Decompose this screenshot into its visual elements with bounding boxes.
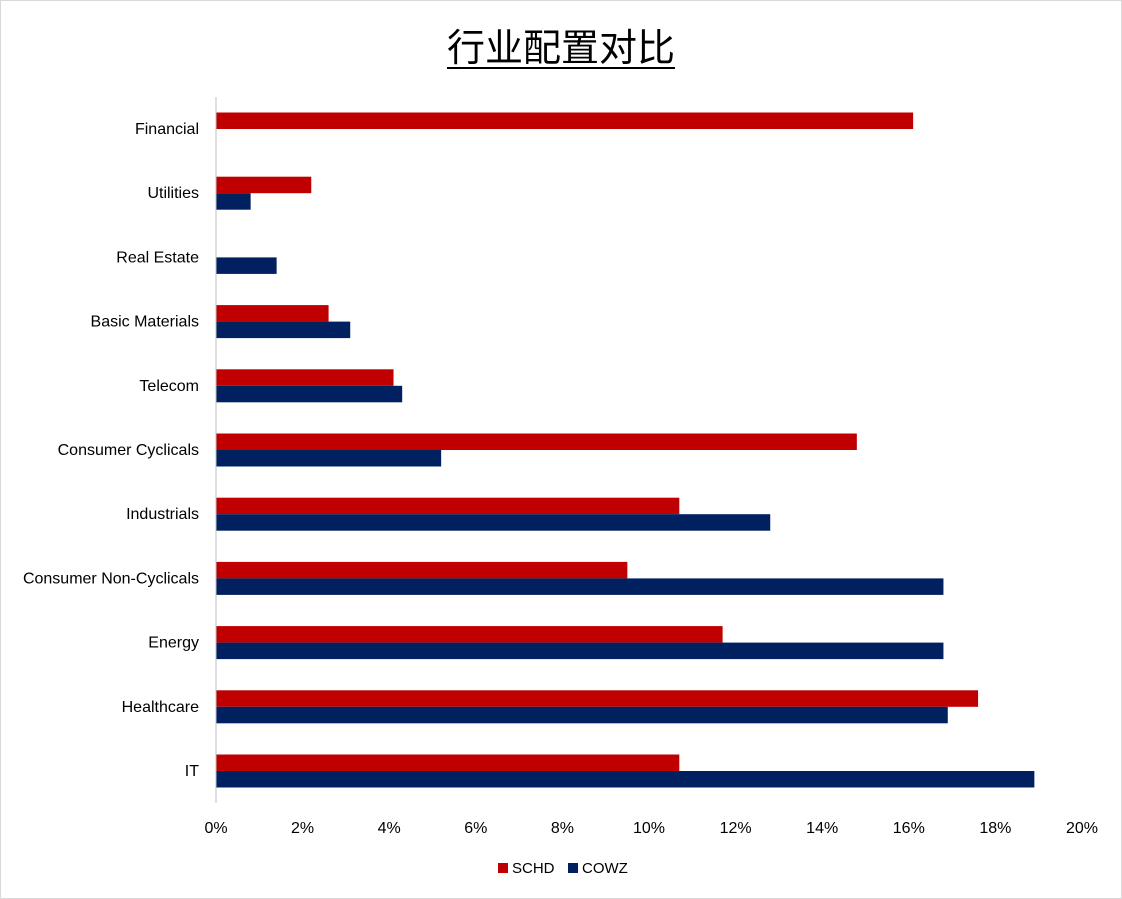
legend-swatch-schd [498,863,508,873]
category-label: Industrials [126,506,199,523]
bar-cowz-4 [216,385,403,403]
bar-cowz-10 [216,771,1035,788]
bar-schd-1 [216,176,312,194]
category-labels: Financial Utilities Real Estate Basic Mater… [23,121,199,780]
category-label: Consumer Non-Cyclicals [23,570,199,587]
bar-cowz-3 [216,321,351,339]
bar-schd-7 [216,561,628,579]
bar-schd-9 [216,690,979,707]
x-tick-label: 20% [1066,820,1098,837]
x-tick-label: 12% [720,820,752,837]
category-label: IT [185,763,199,780]
x-tick-label: 6% [464,820,487,837]
category-label: Basic Materials [91,314,199,331]
x-tick-label: 16% [893,820,925,837]
bar-cowz-6 [216,514,771,531]
bars-group [216,112,1035,788]
bar-cowz-2 [216,257,277,274]
x-tick-label: 18% [979,820,1011,837]
category-label: Energy [148,635,199,652]
category-label: Telecom [139,378,199,395]
bar-schd-4 [216,369,394,386]
legend: SCHD COWZ [498,860,628,877]
bar-cowz-8 [216,642,944,660]
x-tick-label: 10% [633,820,665,837]
x-tick-label: 4% [378,820,401,837]
category-label: Real Estate [116,249,199,266]
legend-label-schd: SCHD [512,860,555,877]
x-tick-label: 14% [806,820,838,837]
bar-schd-3 [216,305,329,322]
bar-cowz-1 [216,193,251,210]
x-tick-label: 2% [291,820,314,837]
bar-schd-0 [216,112,914,129]
legend-label-cowz: COWZ [582,860,628,877]
x-tick-label: 8% [551,820,574,837]
category-label: Financial [135,121,199,138]
category-label: Consumer Cyclicals [58,442,199,459]
x-tick-label: 0% [204,820,227,837]
chart-title: 行业配置对比 [446,26,675,70]
x-tick-labels: 0% 2% 4% 6% 8% 10% 12% 14% 16% 18% 20% [204,820,1098,837]
bar-schd-8 [216,626,723,643]
bar-schd-10 [216,754,680,771]
category-label: Healthcare [122,699,199,716]
category-label: Utilities [147,185,199,202]
bar-cowz-7 [216,578,944,595]
legend-swatch-cowz [568,863,578,873]
bar-cowz-9 [216,706,948,724]
bar-schd-6 [216,497,680,515]
bar-schd-5 [216,433,857,450]
bar-cowz-5 [216,450,442,467]
